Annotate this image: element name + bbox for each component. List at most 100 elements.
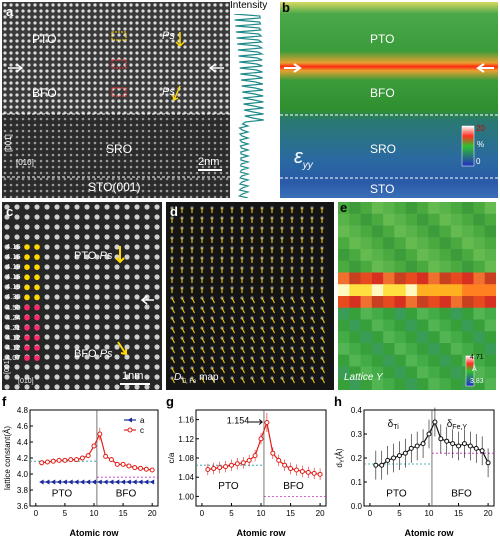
y-tick-label: 1.00: [178, 492, 194, 501]
intensity-label: Intensity: [230, 0, 268, 11]
lattice-column-dot: [34, 264, 40, 270]
intensity-trace: [233, 14, 265, 198]
displacement-arrow: [311, 297, 315, 304]
data-point: [44, 459, 50, 465]
x-tick-label: 5: [63, 509, 68, 518]
lattice-value: 4.19: [6, 262, 21, 272]
legend-entry: c: [140, 426, 144, 435]
data-point: [276, 457, 282, 463]
panel-label-g: g: [166, 394, 174, 409]
data-point: [217, 465, 223, 471]
displacement-arrow: [311, 337, 315, 344]
data-point-a: [97, 479, 102, 485]
data-point: [396, 453, 402, 459]
displacement-arrow: [181, 357, 185, 364]
displacement-arrow: [191, 327, 195, 334]
data-point: [74, 457, 80, 463]
displacement-arrow: [321, 297, 325, 304]
displacement-arrow: [171, 367, 175, 374]
data-point: [228, 462, 234, 468]
y-tick-label: 0.3: [351, 430, 363, 439]
lattice-column-dot: [24, 314, 30, 321]
data-point: [444, 438, 450, 444]
displacement-arrow: [231, 347, 235, 354]
data-point-a: [68, 479, 73, 485]
polar-label-ps-top: Ps: [162, 30, 175, 42]
displacement-arrow: [301, 327, 305, 334]
lattice-column-dot: [24, 254, 30, 260]
displacement-arrow: [251, 317, 255, 324]
displacement-arrow: [301, 377, 305, 384]
y-tick-label: 4.2: [17, 454, 29, 463]
plot-frame: [29, 409, 159, 507]
panel-a: a PTO BFO SRO STO(001) Ps Ps [001] [010]…: [2, 2, 230, 198]
displacement-arrow: [201, 297, 205, 304]
displacement-arrow: [171, 297, 175, 304]
y-tick-label: 1.08: [178, 454, 194, 463]
displacement-arrow: [261, 327, 265, 334]
lattice-column-dot: [34, 345, 40, 351]
text-pto-c: PTO Ps: [74, 250, 113, 262]
data-point: [461, 441, 467, 447]
data-point: [68, 457, 74, 463]
displacement-arrow: [221, 307, 225, 314]
lattice-value: 4.07: [6, 353, 21, 363]
data-point-a: [103, 479, 108, 485]
data-point: [473, 445, 479, 451]
displacement-arrow: [241, 327, 245, 334]
displacement-arrow: [221, 297, 225, 304]
data-point: [385, 457, 391, 463]
displacement-arrow: [271, 307, 275, 314]
panel-label-c: c: [6, 204, 14, 219]
displacement-arrow: [291, 357, 295, 364]
lattice-value: 4.30: [6, 292, 21, 302]
displacement-arrow: [291, 307, 295, 314]
lattice-value: 4.12: [6, 342, 21, 352]
data-point: [402, 450, 408, 456]
displacement-arrow: [171, 347, 175, 354]
data-point: [391, 455, 397, 461]
displacement-arrow: [221, 347, 225, 354]
displacement-arrow: [181, 297, 185, 304]
y-tick-label: 0.2: [351, 454, 363, 463]
displacement-arrow: [241, 357, 245, 364]
displacement-arrow: [311, 367, 315, 374]
displacement-arrow: [301, 347, 305, 354]
displacement-arrow: [291, 317, 295, 324]
lattice-value: 4.12: [6, 332, 21, 342]
x-tick-label: 20: [316, 509, 325, 518]
colorbar-b-top: 20: [476, 124, 485, 133]
x-tick-label: 10: [425, 509, 434, 518]
panel-c: c 4.16 4.16 4.19 4.16 4.19 4.30 4.50 4.24 4.21 4.…: [2, 202, 162, 390]
lattice-value: 4.16: [6, 272, 21, 282]
displacement-arrow: [191, 307, 195, 314]
lattice-column-dot: [24, 264, 30, 270]
displacement-arrow: [281, 347, 285, 354]
colorbar-e-unit: Å: [472, 366, 477, 373]
data-point-a: [79, 479, 85, 485]
legend-entry: a: [140, 416, 145, 425]
displacement-arrow: [271, 347, 275, 354]
x-tick-label: 10: [257, 509, 266, 518]
data-point: [264, 419, 270, 425]
displacement-arrow: [301, 357, 305, 364]
displacement-arrow: [201, 377, 205, 384]
displacement-arrow: [321, 337, 325, 344]
displacement-arrow: [321, 307, 325, 314]
panel-c-image: [2, 202, 162, 390]
data-point: [120, 461, 126, 467]
data-point: [270, 450, 276, 456]
displacement-arrow: [281, 377, 285, 384]
data-point-a: [56, 479, 62, 485]
displacement-arrow: [201, 347, 205, 354]
data-point-a: [149, 479, 155, 485]
data-point: [108, 457, 114, 463]
data-point: [149, 467, 155, 473]
displacement-arrow: [221, 377, 225, 384]
displacement-arrow: [191, 357, 195, 364]
displacement-arrow: [251, 327, 255, 334]
data-point: [299, 468, 305, 474]
displacement-arrow: [201, 307, 205, 314]
displacement-arrow: [241, 377, 245, 384]
displacement-arrow: [231, 297, 235, 304]
